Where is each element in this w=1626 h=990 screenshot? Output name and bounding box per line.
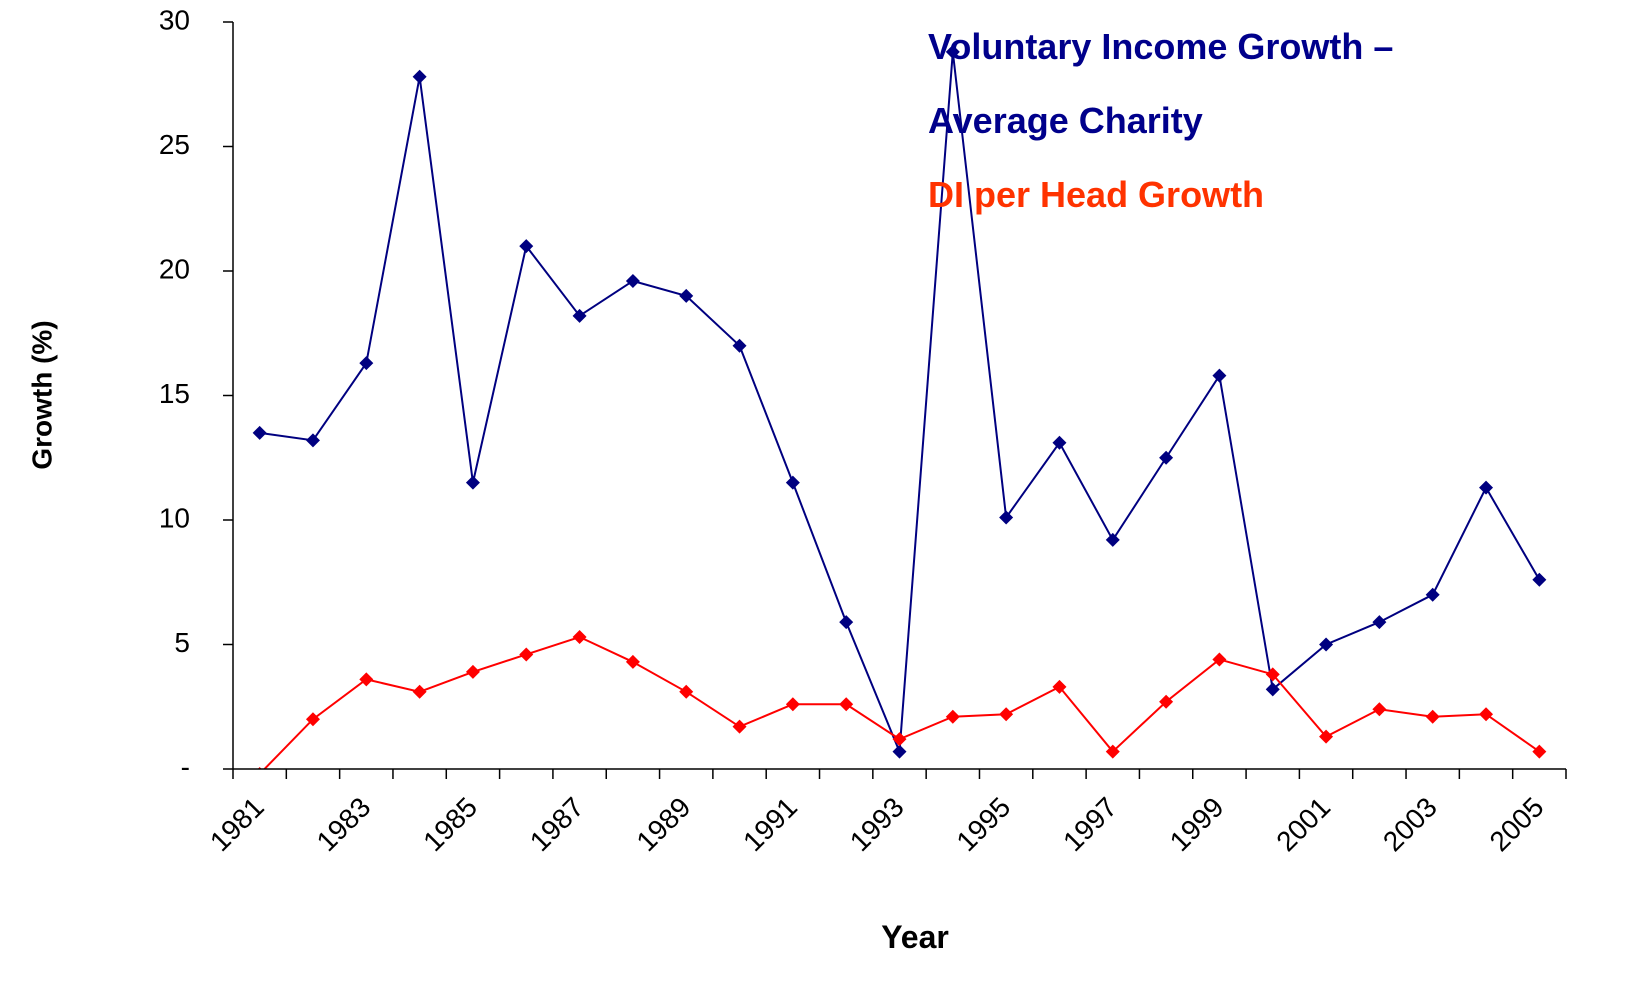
marker <box>1479 480 1494 495</box>
marker <box>732 338 747 353</box>
marker <box>1159 694 1174 709</box>
legend-entry: Voluntary Income Growth – Average Charit… <box>928 26 1394 141</box>
marker <box>1319 637 1334 652</box>
marker <box>1105 744 1120 759</box>
marker <box>572 630 587 645</box>
marker <box>892 744 907 759</box>
y-tick-label: 25 <box>159 129 190 160</box>
marker <box>465 475 480 490</box>
marker <box>785 475 800 490</box>
marker <box>1265 682 1280 697</box>
x-tick-label: 1995 <box>950 791 1016 857</box>
marker <box>679 288 694 303</box>
x-tick-label: 1981 <box>204 791 270 857</box>
y-tick-label: 10 <box>159 502 190 533</box>
marker <box>1372 615 1387 630</box>
marker <box>945 44 960 59</box>
x-axis-label: Year <box>881 919 949 955</box>
y-tick-label: 15 <box>159 378 190 409</box>
y-tick-label: 5 <box>174 627 190 658</box>
marker <box>519 647 534 662</box>
x-tick-label: 1989 <box>630 791 696 857</box>
legend: Voluntary Income Growth – Average Charit… <box>928 10 1528 232</box>
marker <box>625 654 640 669</box>
marker <box>785 697 800 712</box>
marker <box>839 697 854 712</box>
marker <box>1425 709 1440 724</box>
marker <box>412 69 427 84</box>
x-tick-label: 2003 <box>1377 791 1443 857</box>
y-axis-label: Growth (%) <box>26 320 57 469</box>
marker <box>1532 744 1547 759</box>
marker <box>892 732 907 747</box>
marker <box>252 425 267 440</box>
marker <box>1372 702 1387 717</box>
marker <box>1105 532 1120 547</box>
marker <box>1159 450 1174 465</box>
marker <box>465 664 480 679</box>
marker <box>412 684 427 699</box>
marker <box>839 615 854 630</box>
marker <box>572 308 587 323</box>
x-tick-label: 1985 <box>417 791 483 857</box>
marker <box>945 709 960 724</box>
marker <box>679 684 694 699</box>
marker <box>625 273 640 288</box>
marker <box>1479 707 1494 722</box>
x-tick-label: 2001 <box>1270 791 1336 857</box>
marker <box>1212 368 1227 383</box>
marker <box>1425 587 1440 602</box>
marker <box>999 707 1014 722</box>
marker <box>305 712 320 727</box>
y-tick-label: 20 <box>159 253 190 284</box>
x-tick-label: 1993 <box>844 791 910 857</box>
x-tick-label: 1983 <box>311 791 377 857</box>
x-tick-label: 1997 <box>1057 791 1123 857</box>
y-tick-label: 30 <box>159 4 190 35</box>
x-tick-label: 1987 <box>524 791 590 857</box>
marker <box>1052 679 1067 694</box>
x-tick-label: 1999 <box>1164 791 1230 857</box>
marker <box>999 510 1014 525</box>
marker <box>305 433 320 448</box>
marker <box>519 239 534 254</box>
x-tick-label: 1991 <box>737 791 803 857</box>
x-tick-label: 2005 <box>1484 791 1550 857</box>
marker <box>1052 435 1067 450</box>
marker <box>732 719 747 734</box>
marker <box>1532 572 1547 587</box>
y-tick-label: - <box>181 751 190 782</box>
marker <box>1319 729 1334 744</box>
marker <box>359 672 374 687</box>
marker <box>1265 667 1280 682</box>
legend-entry: DI per Head Growth <box>928 174 1265 215</box>
plot-area <box>252 44 1547 769</box>
marker <box>1212 652 1227 667</box>
marker <box>359 356 374 371</box>
